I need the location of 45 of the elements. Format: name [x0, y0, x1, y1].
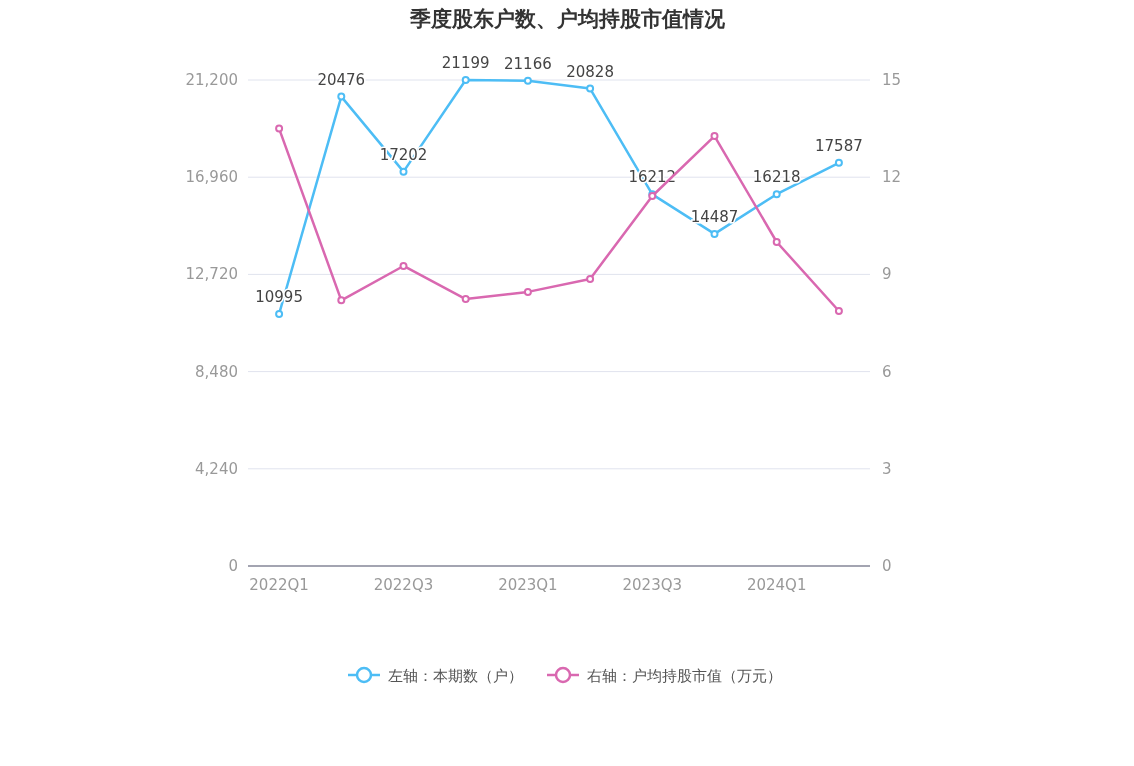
data-label: 14487: [690, 207, 739, 226]
point: [399, 167, 408, 176]
point: [337, 92, 346, 101]
point: [523, 287, 532, 296]
point: [710, 132, 719, 141]
data-label: 16218: [752, 168, 801, 187]
chart-title: 季度股东户数、户均持股市值情况: [408, 7, 726, 31]
legend-label: 右轴：户均持股市值（万元）: [587, 667, 782, 685]
data-label: 21199: [441, 54, 490, 73]
y-tick-label: 0: [228, 557, 238, 575]
y-tick-label: 4,240: [195, 459, 238, 478]
x-tick-label: 2022Q1: [249, 576, 309, 594]
data-label: 20476: [317, 70, 366, 89]
point: [586, 84, 595, 93]
point: [275, 309, 284, 318]
point: [772, 190, 781, 199]
point: [275, 124, 284, 133]
y2-tick-label: 3: [882, 459, 892, 478]
data-label: 17587: [815, 136, 863, 155]
x-tick-label: 2023Q3: [622, 576, 683, 594]
y-tick-label: 12,720: [185, 265, 238, 284]
point: [586, 274, 595, 283]
point: [399, 261, 408, 270]
x-tick-label: 2023Q1: [498, 576, 558, 594]
point: [461, 76, 470, 85]
y2-tick-label: 6: [882, 362, 892, 381]
point: [337, 296, 346, 305]
point: [834, 307, 843, 316]
y2-tick-label: 12: [882, 168, 902, 187]
y-tick-label: 21,200: [185, 71, 238, 89]
y2-tick-label: 0: [882, 557, 892, 575]
y-tick-label: 8,480: [195, 362, 238, 381]
y-tick-label: 16,960: [185, 168, 238, 187]
data-label: 21166: [504, 54, 552, 73]
y2-tick-label: 9: [882, 265, 892, 284]
x-tick-label: 2022Q3: [373, 576, 434, 594]
data-label: 20828: [566, 62, 614, 81]
point: [834, 158, 843, 167]
legend-label: 左轴：本期数（户）: [388, 667, 523, 685]
y2-tick-label: 15: [882, 71, 902, 89]
x-tick-label: 2024Q1: [746, 576, 807, 594]
point: [523, 76, 532, 85]
point: [710, 229, 719, 238]
point: [461, 295, 470, 304]
point: [772, 238, 781, 246]
